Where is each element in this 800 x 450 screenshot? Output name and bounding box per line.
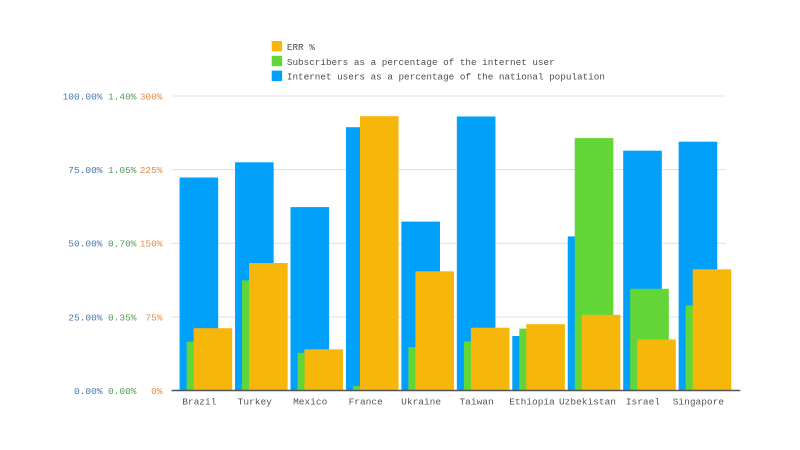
svg-text:75.00%: 75.00% bbox=[68, 165, 103, 176]
svg-text:France: France bbox=[349, 397, 384, 408]
svg-text:300%: 300% bbox=[140, 91, 163, 102]
svg-text:Israel: Israel bbox=[626, 397, 661, 408]
svg-text:Singapore: Singapore bbox=[673, 397, 725, 408]
svg-text:0%: 0% bbox=[151, 386, 163, 397]
svg-text:ERR %: ERR % bbox=[287, 42, 315, 53]
svg-text:150%: 150% bbox=[140, 239, 163, 250]
svg-text:Taiwan: Taiwan bbox=[459, 397, 493, 408]
svg-text:0.00%: 0.00% bbox=[74, 386, 103, 397]
svg-text:75%: 75% bbox=[145, 312, 162, 323]
svg-text:100.00%: 100.00% bbox=[63, 91, 103, 102]
svg-text:225%: 225% bbox=[140, 165, 163, 176]
svg-text:Turkey: Turkey bbox=[238, 397, 273, 408]
svg-text:Internet users as a percentage: Internet users as a percentage of the na… bbox=[287, 72, 605, 83]
svg-text:50.00%: 50.00% bbox=[68, 239, 103, 250]
svg-text:0.35%: 0.35% bbox=[108, 312, 137, 323]
svg-text:Brazil: Brazil bbox=[182, 397, 217, 408]
svg-text:Mexico: Mexico bbox=[293, 397, 328, 408]
svg-text:0.00%: 0.00% bbox=[108, 386, 137, 397]
svg-text:1.05%: 1.05% bbox=[108, 165, 137, 176]
svg-text:0.70%: 0.70% bbox=[108, 239, 137, 250]
svg-text:Uzbekistan: Uzbekistan bbox=[559, 397, 616, 408]
svg-text:Subscribers as a percentage of: Subscribers as a percentage of the inter… bbox=[287, 57, 555, 68]
svg-text:Ukraine: Ukraine bbox=[401, 397, 441, 408]
svg-text:1.40%: 1.40% bbox=[108, 91, 137, 102]
svg-text:25.00%: 25.00% bbox=[68, 312, 103, 323]
svg-text:Ethiopia: Ethiopia bbox=[509, 397, 555, 408]
